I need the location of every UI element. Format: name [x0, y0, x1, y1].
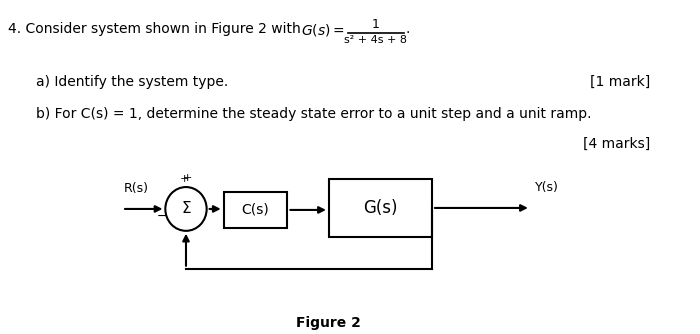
Text: Y(s): Y(s)	[536, 181, 559, 194]
Bar	[223, 192, 288, 228]
Text: [4 marks]: [4 marks]	[583, 137, 650, 151]
Bar	[329, 179, 432, 237]
Text: s² + 4s + 8: s² + 4s + 8	[344, 35, 407, 45]
Text: −: −	[157, 210, 167, 223]
Text: a) Identify the system type.: a) Identify the system type.	[36, 74, 228, 89]
Text: $G(s)=$: $G(s)=$	[300, 22, 344, 38]
Text: b) For C(s) = 1, determine the steady state error to a unit step and a unit ramp: b) For C(s) = 1, determine the steady st…	[36, 108, 592, 122]
Text: +: +	[179, 174, 189, 184]
Text: 1: 1	[372, 18, 379, 31]
Text: 4. Consider system shown in Figure 2 with: 4. Consider system shown in Figure 2 wit…	[8, 22, 300, 36]
Text: R(s): R(s)	[124, 182, 149, 195]
Text: G(s): G(s)	[363, 199, 398, 217]
Text: [1 mark]: [1 mark]	[590, 74, 650, 89]
Text: .: .	[406, 22, 410, 36]
Text: C(s): C(s)	[241, 203, 270, 217]
Text: +: +	[183, 173, 192, 183]
Text: Figure 2: Figure 2	[296, 316, 361, 330]
Text: Σ: Σ	[181, 201, 191, 216]
